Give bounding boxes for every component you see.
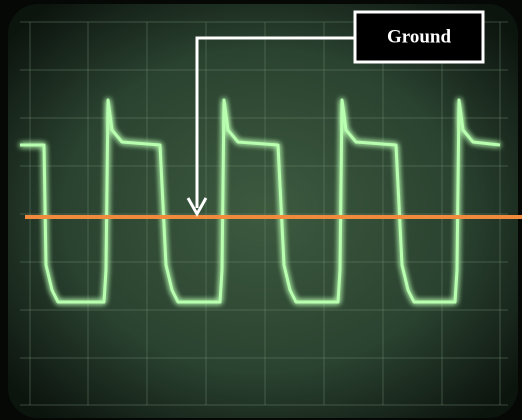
annotation-label: Ground [387,26,452,47]
oscilloscope-photo: Ground [0,0,522,420]
page: Ground (() => { const data = JSON.parse(… [0,0,522,420]
